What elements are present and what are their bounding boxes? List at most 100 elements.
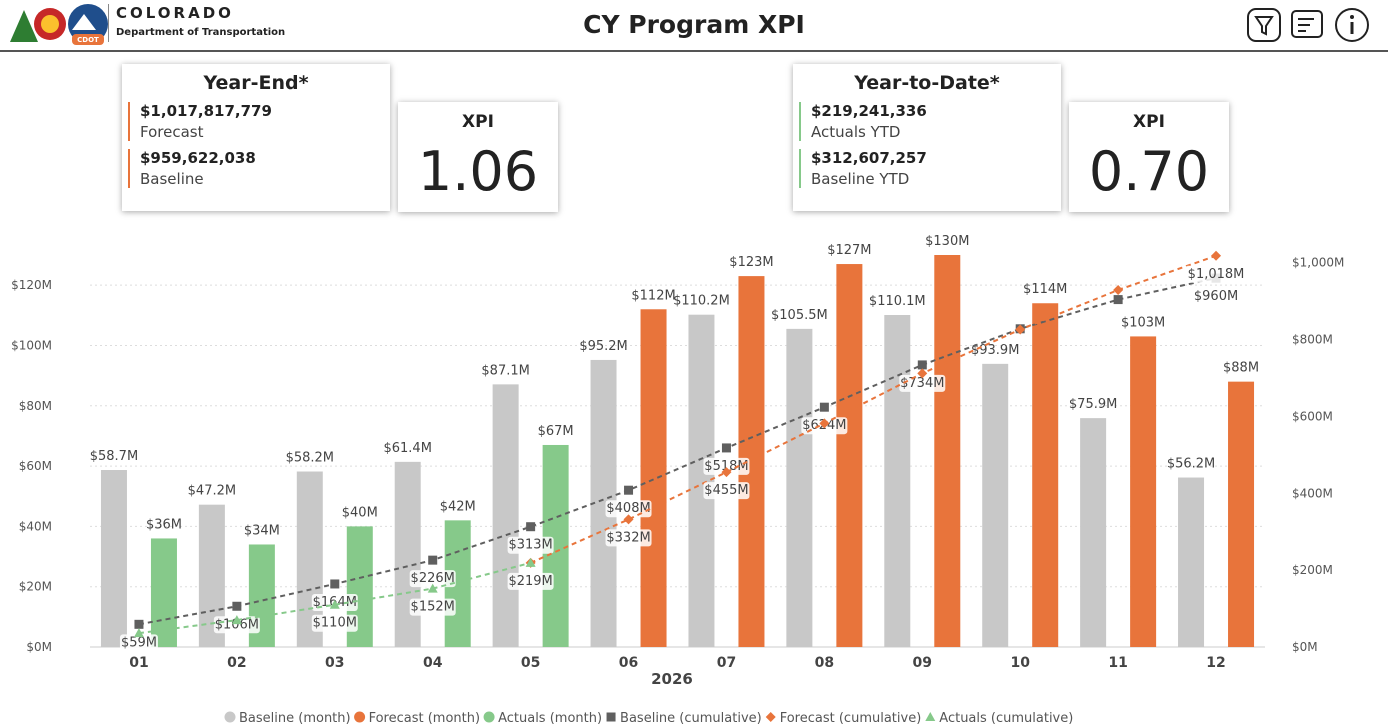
x-tick-label: 05	[521, 655, 540, 671]
y2-tick-label: $1,000M	[1292, 256, 1344, 270]
label-background	[409, 598, 456, 616]
bar-value-label: $110.1M	[869, 294, 926, 309]
filter-button[interactable]	[1247, 8, 1281, 42]
bar	[394, 461, 421, 647]
line-value-label-text: $408M	[606, 501, 650, 516]
line-marker	[819, 402, 829, 412]
item-value: $1,017,817,779	[140, 102, 272, 120]
line-value-label-text: $59M	[121, 635, 157, 650]
bar-value-label: $127M	[827, 243, 871, 258]
line-marker	[526, 522, 536, 532]
label-background	[899, 374, 946, 392]
item-value: $959,622,038	[140, 149, 256, 167]
card-item: $959,622,038 Baseline	[128, 149, 390, 188]
xpi-card: XPI 1.06	[398, 102, 558, 212]
line-value-label-text: $226M	[411, 571, 455, 586]
bar	[640, 309, 667, 647]
bar-value-label: $34M	[244, 523, 280, 538]
notes-button[interactable]	[1291, 10, 1323, 38]
bar	[1228, 381, 1255, 647]
bar	[590, 359, 617, 647]
bar	[836, 264, 863, 647]
y-tick-label: $20M	[19, 580, 52, 594]
logo-text: COLORADO	[116, 4, 234, 22]
line-marker	[721, 467, 732, 478]
bar-value-label: $61.4M	[383, 441, 431, 456]
bar-value-label: $93.9M	[971, 343, 1019, 358]
y2-tick-label: $0M	[1292, 640, 1318, 654]
label-background	[213, 616, 260, 634]
card-item: $312,607,257 Baseline YTD	[799, 149, 1061, 188]
xpi-value: 1.06	[417, 140, 539, 203]
line-marker	[133, 628, 144, 638]
line-marker	[765, 712, 776, 722]
label-background	[311, 614, 358, 632]
line-value-label-text: $734M	[900, 376, 944, 391]
y2-tick-label: $800M	[1292, 333, 1333, 347]
line-marker	[917, 360, 927, 370]
bar	[934, 255, 961, 647]
y-tick-label: $100M	[11, 338, 52, 352]
bar	[150, 538, 177, 647]
bar	[786, 328, 813, 647]
legend-label: Baseline (month)	[239, 711, 351, 726]
item-label: Actuals YTD	[811, 123, 901, 141]
x-tick-label: 10	[1010, 655, 1030, 671]
line-marker	[1211, 250, 1222, 261]
line-marker	[623, 514, 634, 525]
bar	[444, 520, 471, 647]
bar	[982, 363, 1009, 647]
line-value-label-text: $152M	[411, 600, 455, 615]
line-marker	[329, 599, 340, 609]
line-value-label: $518M	[703, 457, 750, 475]
line-value-label: $332M	[605, 529, 652, 547]
bar	[100, 469, 127, 647]
line-marker	[525, 557, 536, 567]
item-label: Baseline YTD	[811, 170, 910, 188]
toolbar	[1247, 8, 1369, 42]
bar	[198, 504, 225, 647]
line-marker	[721, 443, 731, 453]
xpi-label: XPI	[1133, 112, 1165, 132]
bar-value-label: $114M	[1023, 282, 1067, 297]
line-value-label: $408M	[605, 500, 652, 518]
logo-badge: CDOT	[77, 36, 99, 44]
label-background	[703, 457, 750, 475]
line-marker	[427, 583, 438, 593]
x-tick-label: 03	[325, 655, 344, 671]
line-value-label: $313M	[507, 536, 554, 554]
label-background	[311, 593, 358, 611]
item-value: $219,241,336	[811, 102, 927, 120]
card-item: $1,017,817,779 Forecast	[128, 102, 390, 141]
line-value-label-text: $164M	[313, 595, 357, 610]
xpi-value: 0.70	[1088, 140, 1210, 203]
x-tick-label: 08	[815, 655, 834, 671]
bar-value-label: $36M	[146, 517, 182, 532]
bar	[1178, 477, 1205, 647]
bar-value-label: $42M	[440, 499, 476, 514]
label-background	[703, 482, 750, 500]
logo: CDOT	[10, 4, 108, 45]
line-marker	[819, 418, 830, 429]
x-tick-label: 07	[717, 655, 736, 671]
item-value: $312,607,257	[811, 149, 927, 167]
bar-value-label: $75.9M	[1069, 397, 1117, 412]
bar	[296, 471, 323, 647]
bar-value-label: $58.2M	[286, 451, 334, 466]
summary-card: Year-to-Date* $219,241,336 Actuals YTD $312…	[793, 64, 1061, 211]
y2-tick-label: $400M	[1292, 486, 1333, 500]
item-label: Baseline	[140, 170, 204, 188]
card-title: Year-to-Date*	[854, 72, 1000, 94]
cumulative-line	[138, 561, 531, 635]
legend-swatch	[224, 711, 236, 723]
line-value-label-text: $960M	[1194, 289, 1238, 304]
label-background	[605, 500, 652, 518]
info-button[interactable]	[1335, 8, 1369, 42]
line-value-label: $219M	[507, 572, 554, 590]
line-value-label: $960M	[1193, 288, 1240, 306]
line-value-label: $734M	[899, 374, 946, 392]
bar-value-label: $112M	[631, 288, 675, 303]
bar-value-label: $58.7M	[90, 449, 138, 464]
line-marker	[624, 485, 634, 495]
